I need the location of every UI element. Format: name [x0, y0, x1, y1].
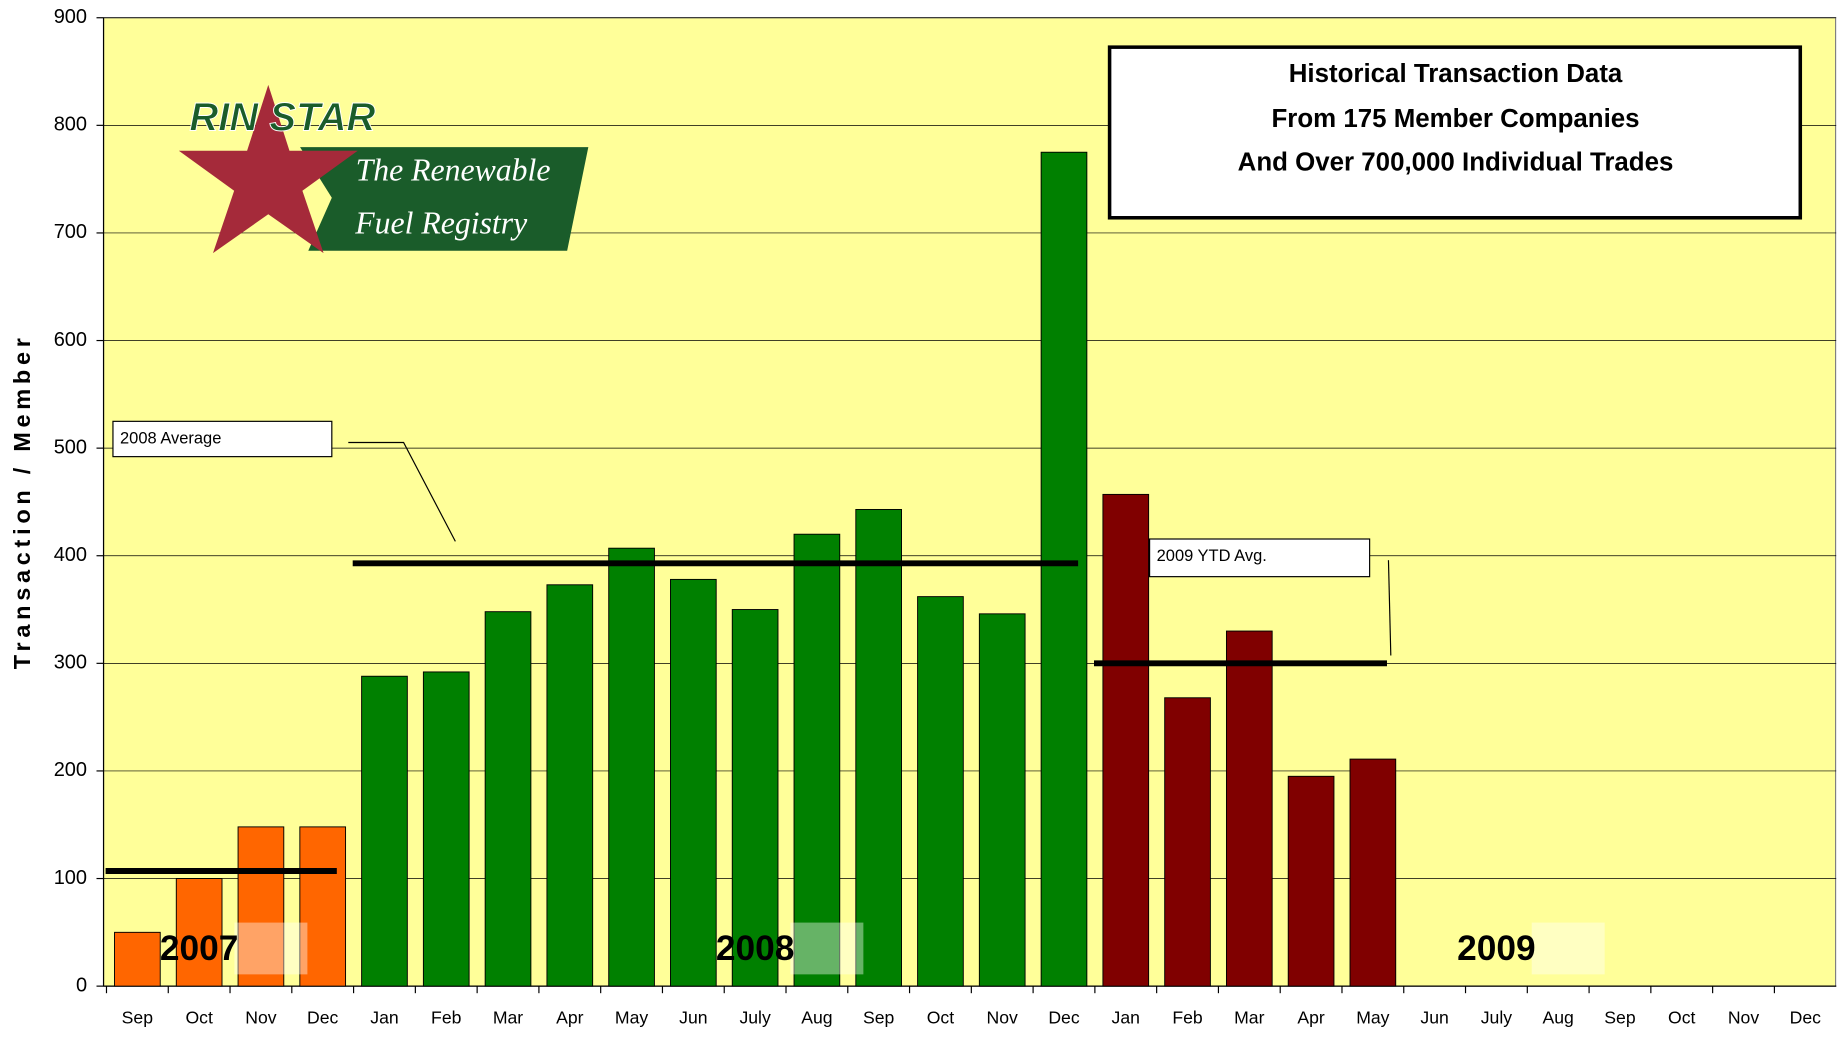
bar	[361, 675, 408, 987]
y-tick-label: 900	[54, 6, 87, 28]
legend-label: 2007	[160, 929, 239, 968]
x-tick-label: Jan	[1112, 1008, 1140, 1028]
logo-star	[178, 84, 358, 254]
x-tick-label: Sep	[1604, 1008, 1636, 1028]
bar	[1349, 758, 1397, 987]
legend-swatch	[234, 922, 308, 975]
bar	[1102, 493, 1150, 987]
annotation-box	[1149, 538, 1371, 578]
annotation-box	[112, 420, 333, 458]
y-tick-label: 100	[54, 867, 87, 889]
bar	[978, 613, 1026, 987]
bar	[1225, 630, 1273, 987]
bar	[114, 931, 161, 987]
bar	[793, 533, 841, 987]
bars	[114, 151, 1397, 987]
x-tick-label: Nov	[245, 1008, 277, 1028]
x-tick-label: July	[1481, 1008, 1513, 1028]
x-tick-label: Oct	[927, 1008, 955, 1028]
y-tick-label: 700	[54, 221, 87, 243]
x-tick-label: Oct	[185, 1008, 213, 1028]
chart-title: Historical Transaction Data	[1289, 60, 1623, 88]
overlay: 2007 2008 2009	[105, 560, 1605, 975]
legend-label: 2009	[1457, 929, 1536, 968]
bar	[484, 611, 532, 987]
x-tick-label: Aug	[801, 1008, 832, 1028]
annotation-leader	[1387, 560, 1392, 656]
x-tick-label: Feb	[431, 1008, 462, 1028]
x-tick-label: Dec	[1048, 1008, 1080, 1028]
bar	[1040, 151, 1088, 987]
bar	[237, 826, 285, 987]
x-tick-label: May	[615, 1008, 648, 1028]
annotation-leader	[348, 441, 456, 542]
y-tick-label: 800	[54, 114, 87, 136]
x-tick-label: Dec	[307, 1008, 339, 1028]
bar	[422, 671, 470, 987]
y-axis-label: Transaction / Member	[9, 333, 35, 669]
x-tick-label: Jun	[1420, 1008, 1448, 1028]
logo-tagline: Fuel Registry	[354, 205, 528, 240]
x-tick-label: May	[1356, 1008, 1389, 1028]
x-tick-label: Sep	[122, 1008, 154, 1028]
bar	[1287, 775, 1335, 987]
x-tick-label: Sep	[863, 1008, 895, 1028]
legend-label: 2008	[716, 929, 795, 968]
x-tick-label: Dec	[1790, 1008, 1822, 1028]
x-tick-label: Mar	[493, 1008, 523, 1028]
x-tick-label: Apr	[1297, 1008, 1325, 1028]
x-tick-label: Oct	[1668, 1008, 1696, 1028]
y-tick-label: 600	[54, 329, 87, 351]
annotation: 2008 Average	[120, 429, 221, 447]
title-box	[1107, 45, 1803, 220]
logo-banner	[300, 147, 589, 251]
chart-title: From 175 Member Companies	[1271, 105, 1639, 133]
y-tick-label: 300	[54, 652, 87, 674]
x-tick-label: Jun	[679, 1008, 707, 1028]
bar	[608, 547, 655, 987]
logo-tagline: The Renewable	[356, 152, 551, 187]
bar	[731, 609, 779, 987]
legend-swatch	[790, 922, 864, 975]
bar	[670, 578, 717, 987]
x-tick-label: Jan	[370, 1008, 398, 1028]
chart-title: And Over 700,000 Individual Trades	[1238, 148, 1674, 176]
x-tick-label: Mar	[1234, 1008, 1264, 1028]
x-tick-label: July	[739, 1008, 771, 1028]
logo-brand: RIN STAR	[189, 96, 375, 140]
bar	[855, 508, 902, 987]
y-tick-label: 200	[54, 759, 87, 781]
bar	[546, 584, 594, 987]
x-tick-label: Feb	[1172, 1008, 1203, 1028]
y-tick-label: 400	[54, 544, 87, 566]
x-tick-label: Aug	[1543, 1008, 1574, 1028]
x-tick-label: Nov	[987, 1008, 1019, 1028]
annotation: 2009 YTD Avg.	[1157, 547, 1267, 565]
y-tick-label: 0	[76, 974, 87, 996]
x-tick-label: Apr	[556, 1008, 584, 1028]
bar	[917, 596, 964, 987]
logo: RIN STAR The Renewable Fuel Registry	[178, 84, 589, 254]
bar	[299, 826, 347, 987]
bar	[175, 878, 223, 987]
bar	[1164, 697, 1211, 987]
legend-swatch	[1531, 922, 1605, 975]
y-tick-label: 500	[54, 436, 87, 458]
x-tick-label: Nov	[1728, 1008, 1760, 1028]
